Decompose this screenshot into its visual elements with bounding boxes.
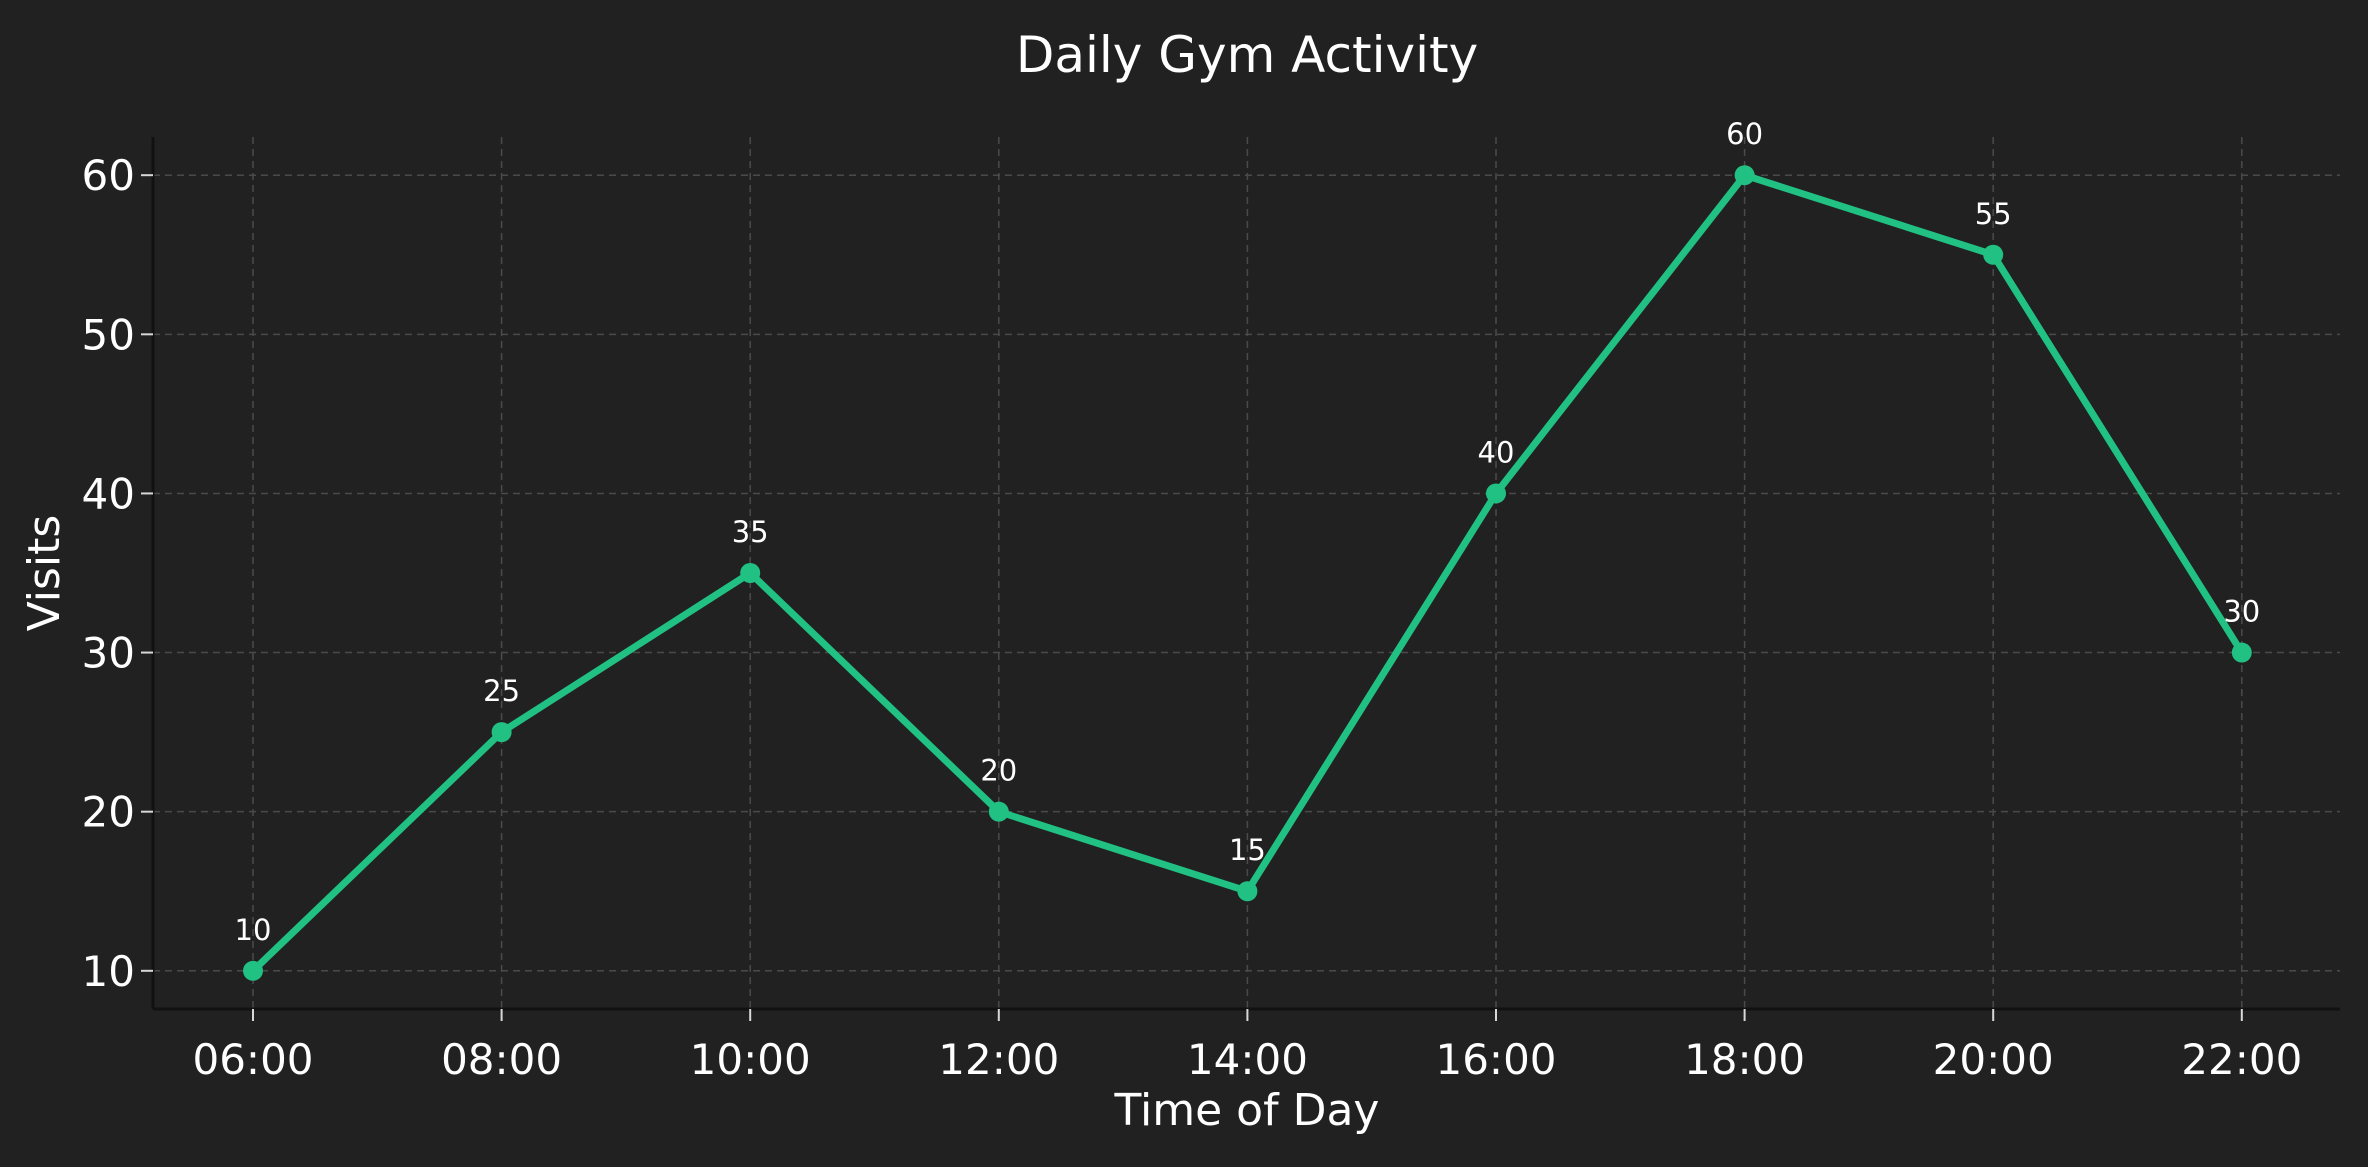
x-tick-label: 08:00 <box>441 1035 562 1084</box>
data-label: 20 <box>980 754 1017 788</box>
data-point <box>2231 642 2252 663</box>
data-label: 30 <box>2223 595 2260 629</box>
data-point <box>1734 165 1755 186</box>
y-axis-label: Visits <box>19 515 70 632</box>
data-point <box>740 563 761 583</box>
data-label: 35 <box>732 515 769 549</box>
data-label: 10 <box>235 913 272 947</box>
y-tick-label: 50 <box>82 310 135 359</box>
y-tick-label: 40 <box>82 469 135 518</box>
grid <box>153 137 2340 1009</box>
x-tick-label: 16:00 <box>1435 1035 1556 1084</box>
data-labels: 10 25 35 20 15 40 60 55 30 <box>235 117 2261 947</box>
x-tick-label: 10:00 <box>690 1035 811 1084</box>
x-tick-label: 18:00 <box>1684 1035 1805 1084</box>
y-tick-label: 20 <box>82 788 135 837</box>
data-point <box>243 960 263 981</box>
data-label: 55 <box>1975 197 2012 231</box>
x-tick-label: 12:00 <box>938 1035 1059 1084</box>
x-axis-label: Time of Day <box>1114 1085 1380 1136</box>
data-point <box>988 801 1009 822</box>
y-tick-label: 30 <box>82 629 135 678</box>
x-axis-ticks: 06:00 08:00 10:00 12:00 14:00 16:00 18:00 20:00… <box>192 1009 2302 1084</box>
x-tick-label: 06:00 <box>192 1035 313 1084</box>
data-point <box>1237 881 1258 902</box>
data-label: 40 <box>1478 435 1515 469</box>
data-label: 25 <box>483 674 520 708</box>
data-point <box>1983 244 2004 265</box>
x-tick-label: 22:00 <box>2181 1035 2302 1084</box>
data-label: 15 <box>1229 833 1266 867</box>
y-tick-label: 10 <box>82 947 135 996</box>
chart-title: Daily Gym Activity <box>1016 26 1478 84</box>
series <box>243 165 2252 981</box>
x-tick-label: 14:00 <box>1187 1035 1308 1084</box>
data-point <box>1486 483 1506 504</box>
data-label: 60 <box>1726 117 1763 151</box>
x-tick-label: 20:00 <box>1933 1035 2054 1084</box>
y-tick-label: 60 <box>82 151 135 200</box>
data-point <box>491 722 512 743</box>
y-axis-ticks: 10 20 30 40 50 60 <box>82 151 153 996</box>
